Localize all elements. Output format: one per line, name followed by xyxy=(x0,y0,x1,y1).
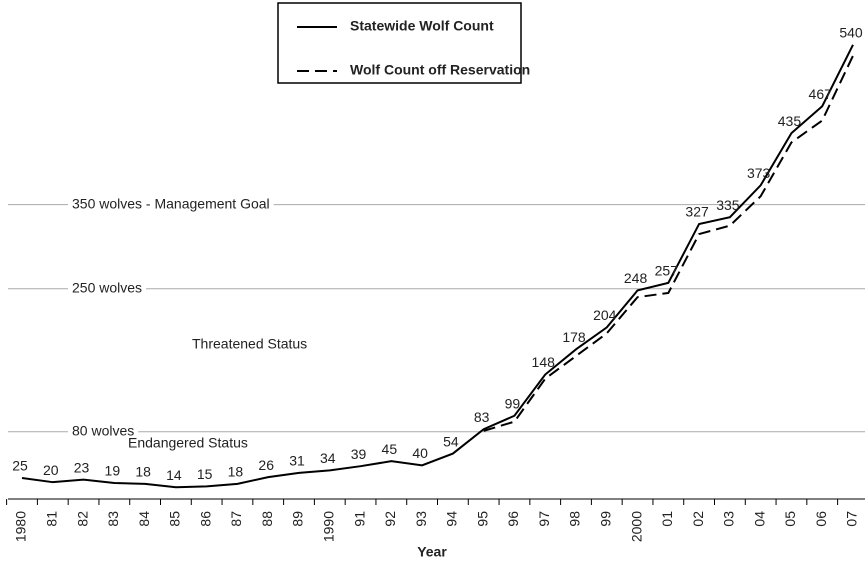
x-tick-label: 91 xyxy=(351,511,367,527)
value-label: 18 xyxy=(228,464,244,480)
x-tick-label: 95 xyxy=(474,511,490,527)
label-background xyxy=(68,279,147,296)
value-label: 467 xyxy=(809,86,833,102)
label-background xyxy=(68,195,274,212)
value-label: 20 xyxy=(43,462,59,478)
value-label: 18 xyxy=(135,464,151,480)
value-label: 39 xyxy=(351,446,367,462)
x-tick-label: 94 xyxy=(444,511,460,527)
legend-box xyxy=(277,2,522,84)
x-tick-label: 1980 xyxy=(13,511,29,542)
value-label: 327 xyxy=(685,204,709,220)
x-tick-label: 03 xyxy=(721,511,737,527)
label-background xyxy=(68,422,139,439)
x-tick-label: 06 xyxy=(813,511,829,527)
x-tick-label: 85 xyxy=(167,511,183,527)
reference-label: 80 wolves xyxy=(72,422,134,438)
x-axis-title: Year xyxy=(417,544,447,560)
line xyxy=(21,44,854,489)
x-tick-label: 97 xyxy=(536,511,552,527)
value-label: 40 xyxy=(412,445,428,461)
value-label: 19 xyxy=(105,463,121,479)
x-tick-label: 07 xyxy=(844,511,860,527)
value-label: 14 xyxy=(166,467,182,483)
x-tick-label: 84 xyxy=(136,511,152,527)
x-tick-label: 96 xyxy=(505,511,521,527)
value-label: 335 xyxy=(716,197,740,213)
x-tick-label: 1990 xyxy=(320,511,336,542)
value-label: 15 xyxy=(197,466,213,482)
x-tick-label: 83 xyxy=(105,511,121,527)
x-tick-label: 2000 xyxy=(628,511,644,542)
value-label: 99 xyxy=(505,395,521,411)
legend-label: Wolf Count off Reservation xyxy=(350,62,530,78)
x-tick-label: 86 xyxy=(197,511,213,527)
x-tick-label: 02 xyxy=(690,511,706,527)
x-tick-label: 04 xyxy=(751,511,767,527)
x-tick-label: 92 xyxy=(382,511,398,527)
x-tick-label: 88 xyxy=(259,511,275,527)
value-label: 23 xyxy=(74,459,90,475)
value-label: 435 xyxy=(778,113,802,129)
value-label: 148 xyxy=(532,354,556,370)
x-tick-label: 93 xyxy=(413,511,429,527)
reference-label: 350 wolves - Management Goal xyxy=(72,195,270,211)
value-label: 25 xyxy=(12,458,28,474)
line xyxy=(483,55,854,432)
x-tick-label: 81 xyxy=(43,511,59,527)
value-label: 31 xyxy=(289,453,305,469)
value-label: 248 xyxy=(624,270,648,286)
x-tick-label: 82 xyxy=(74,511,90,527)
x-tick-label: 99 xyxy=(597,511,613,527)
value-label: 257 xyxy=(655,263,679,279)
x-tick-label: 05 xyxy=(782,511,798,527)
legend-label: Statewide Wolf Count xyxy=(350,18,494,34)
value-label: 178 xyxy=(562,329,586,345)
value-label: 540 xyxy=(839,25,863,41)
value-label: 34 xyxy=(320,450,336,466)
value-label: 54 xyxy=(443,433,459,449)
x-tick-label: 98 xyxy=(567,511,583,527)
value-label: 26 xyxy=(258,457,274,473)
x-tick-label: 01 xyxy=(659,511,675,527)
x-tick-label: 89 xyxy=(290,511,306,527)
reference-label: 250 wolves xyxy=(72,279,142,295)
value-label: 83 xyxy=(474,409,490,425)
annotation: Endangered Status xyxy=(128,435,248,451)
value-label: 45 xyxy=(382,441,398,457)
annotation: Threatened Status xyxy=(192,336,307,352)
x-tick-label: 87 xyxy=(228,511,244,527)
value-label: 204 xyxy=(593,307,617,323)
value-label: 373 xyxy=(747,165,771,181)
